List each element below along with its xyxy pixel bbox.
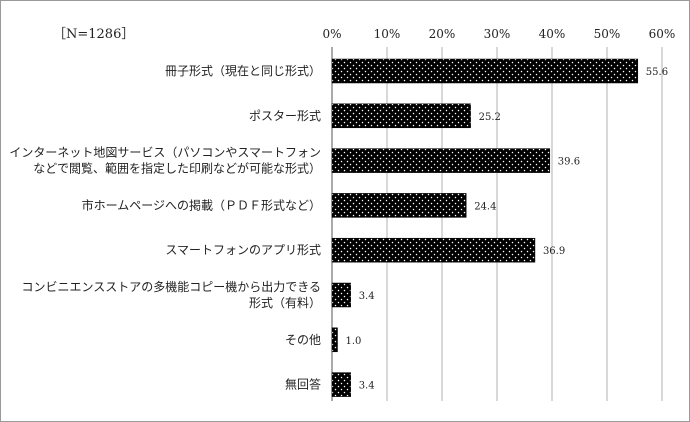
bar xyxy=(331,372,351,397)
x-gridlines xyxy=(331,47,663,401)
category-labels: 冊子形式（現在と同じ形式） ポスター形式インターネット地図サービス（パソコンやスマ… xyxy=(9,64,321,392)
data-label: 25.2 xyxy=(479,112,501,123)
data-label: 55.6 xyxy=(646,67,668,78)
x-tick-label: 50% xyxy=(594,27,621,41)
value-labels: 55.6 25.2 39.6 24.4 36.9 3.4 1.0 3.4 xyxy=(346,67,669,392)
bar xyxy=(331,58,639,84)
category-label: 市ホームページへの掲載（ＰＤＦ形式など） xyxy=(82,197,321,212)
data-label: 36.9 xyxy=(543,246,565,257)
data-label: 24.4 xyxy=(474,201,496,212)
data-label: 3.4 xyxy=(359,291,375,302)
bar xyxy=(331,193,467,218)
category-label: その他 xyxy=(285,333,321,347)
x-tick-label: 10% xyxy=(374,27,401,41)
category-label: 無回答 xyxy=(285,377,321,392)
x-tick-label: 30% xyxy=(484,27,511,41)
category-label: インターネット地図サービス（パソコンやスマートフォン xyxy=(9,146,321,160)
x-tick-label: 20% xyxy=(429,27,456,41)
data-label: 1.0 xyxy=(346,336,362,347)
category-label: ポスター形式 xyxy=(249,109,321,123)
bar xyxy=(331,237,536,263)
x-tick-label: 60% xyxy=(649,27,676,41)
data-label: 3.4 xyxy=(359,381,375,392)
x-tick-labels: 0% 10% 20% 30% 40% 50% 60% xyxy=(322,27,675,41)
category-label: などで閲覧、範囲を指定した印刷などが可能な形式） xyxy=(33,161,321,176)
category-label: 形式（有料） xyxy=(249,296,321,310)
category-label: コンビニエンスストアの多機能コピー機から出力できる xyxy=(21,279,321,294)
bar xyxy=(331,148,551,173)
category-label: スマートフォンのアプリ形式 xyxy=(165,243,321,257)
category-label: 冊子形式（現在と同じ形式） xyxy=(165,64,321,78)
x-tick-label: 0% xyxy=(322,27,341,41)
bar xyxy=(331,282,351,308)
bar xyxy=(331,327,338,353)
bars xyxy=(331,58,639,397)
data-label: 39.6 xyxy=(558,157,580,168)
bar xyxy=(331,103,471,129)
x-tick-label: 40% xyxy=(539,27,566,41)
sample-size-label: ［N=1286］ xyxy=(53,27,135,42)
